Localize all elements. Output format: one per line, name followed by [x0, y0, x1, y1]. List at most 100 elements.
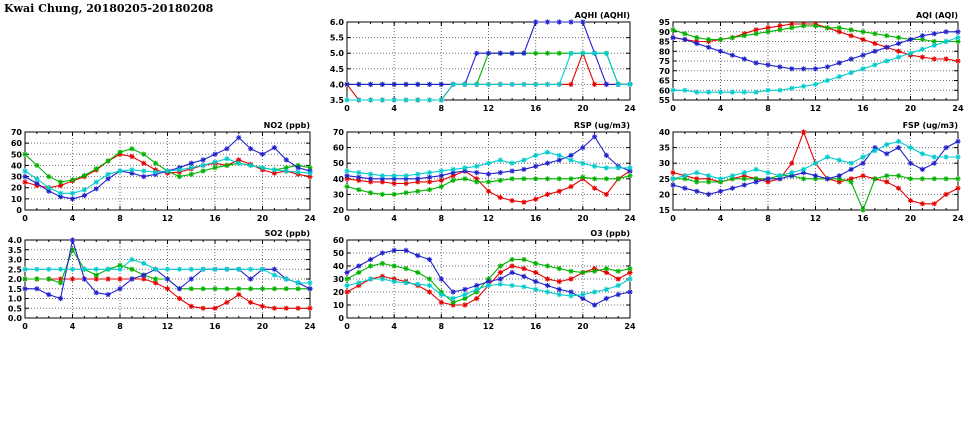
so2-xtick-label: 8 — [117, 322, 123, 331]
fsp-xtick-label: 24 — [952, 214, 964, 223]
plot-so2: 0 4 8 12 16 20 24 0.00.51.01.52.02.53.03.54.0 SO… — [8, 229, 316, 331]
aqi-xtick-label: 24 — [952, 104, 964, 113]
no2-xtick-label: 16 — [209, 214, 221, 223]
so2-ytick-label: 2.5 — [8, 265, 23, 274]
chart-so2: 0 4 8 12 16 20 24 0.0 0.5 1.0 1.5 2.0 2.5 3.0 3.5 4.0 SO… — [1, 227, 322, 333]
aqi-series-cyan-markers — [670, 35, 961, 95]
no2-xtick-label: 0 — [22, 214, 28, 223]
aqi-series-blue-markers — [670, 29, 961, 72]
rsp-xtick-label: 8 — [439, 214, 445, 223]
aqhi-series-blue-markers — [344, 19, 633, 87]
plot-rsp: 0 4 8 12 16 20 24 20 30 40 50 60 70 RSP (ug/m3) — [333, 121, 636, 223]
rsp-xtick-label: 4 — [391, 214, 397, 223]
fsp-xtick-label: 20 — [905, 214, 917, 223]
so2-chart-title: SO2 (ppb) — [265, 229, 310, 238]
aqhi-ytick-label: 4.0 — [330, 80, 345, 89]
rsp-ytick-label: 70 — [333, 128, 345, 137]
o3-xtick-label: 8 — [439, 322, 445, 331]
fsp-ytick-label: 15 — [659, 206, 671, 215]
aqi-xtick-label: 12 — [810, 104, 821, 113]
so2-xtick-label: 0 — [22, 322, 28, 331]
so2-series-cyan-markers — [22, 256, 313, 286]
rsp-series-blue-markers — [344, 134, 633, 182]
no2-xtick-label: 20 — [257, 214, 269, 223]
aqhi-xtick-label: 12 — [483, 104, 494, 113]
rsp-chart-title: RSP (ug/m3) — [574, 121, 630, 130]
fsp-ytick-label: 25 — [659, 175, 671, 184]
o3-xtick-label: 24 — [624, 322, 636, 331]
fsp-ytick-label: 35 — [659, 144, 671, 153]
aqi-ytick-label: 90 — [659, 28, 671, 37]
plot-aqhi: 0 4 8 12 16 20 24 3.5 4.0 4.5 5.0 5.5 6.0 AQHI (AQHI) — [330, 11, 636, 113]
o3-xtick-label: 16 — [530, 322, 542, 331]
no2-xtick-label: 12 — [162, 214, 173, 223]
aqi-xtick-label: 0 — [670, 104, 676, 113]
so2-xtick-label: 4 — [70, 322, 76, 331]
rsp-xtick-label: 24 — [624, 214, 636, 223]
aqhi-xtick-label: 16 — [530, 104, 542, 113]
o3-ytick-label: 20 — [333, 288, 345, 297]
so2-xtick-label: 16 — [209, 322, 221, 331]
o3-ytick-label: 40 — [333, 262, 345, 271]
aqi-chart-title: AQI (AQI) — [916, 11, 958, 20]
so2-ytick-label: 0.0 — [8, 314, 23, 323]
aqhi-xtick-label: 8 — [439, 104, 445, 113]
o3-ytick-label: 50 — [333, 249, 345, 258]
o3-ytick-label: 60 — [333, 236, 345, 245]
plot-no2: 0 4 8 12 16 20 24 0 10 20 30 40 50 60 70 NO2 (ppb) — [11, 121, 316, 223]
aqi-ytick-label: 60 — [659, 86, 671, 95]
no2-ytick-label: 50 — [11, 150, 23, 159]
no2-ytick-label: 10 — [11, 195, 23, 204]
aqi-ytick-label: 55 — [659, 96, 671, 105]
rsp-ytick-label: 40 — [333, 175, 345, 184]
aqhi-xtick-label: 24 — [624, 104, 636, 113]
chart-no2: 0 4 8 12 16 20 24 0 10 20 30 40 50 60 70 NO2 (ppb) — [1, 119, 322, 225]
so2-ytick-label: 0.5 — [8, 304, 23, 313]
aqi-ytick-label: 75 — [659, 57, 671, 66]
no2-ytick-label: 20 — [11, 184, 23, 193]
o3-ytick-label: 10 — [333, 301, 345, 310]
fsp-xtick-label: 16 — [857, 214, 869, 223]
no2-ytick-label: 40 — [11, 161, 23, 170]
aqi-ytick-label: 70 — [659, 67, 671, 76]
fsp-ytick-label: 30 — [659, 159, 671, 168]
so2-ytick-label: 1.0 — [8, 295, 23, 304]
so2-ytick-label: 4.0 — [8, 236, 23, 245]
fsp-ytick-label: 20 — [659, 190, 671, 199]
aqi-xtick-label: 16 — [857, 104, 869, 113]
aqi-xtick-label: 20 — [905, 104, 917, 113]
chart-aqhi: 0 4 8 12 16 20 24 3.5 4.0 4.5 5.0 5.5 6.0 AQHI (AQHI) — [323, 9, 642, 115]
fsp-series-blue-markers — [670, 138, 961, 197]
rsp-xtick-label: 20 — [577, 214, 589, 223]
aqi-series-green-markers — [670, 23, 961, 45]
rsp-xtick-label: 16 — [530, 214, 542, 223]
aqhi-ytick-label: 6.0 — [330, 18, 345, 27]
rsp-ytick-label: 30 — [333, 190, 345, 199]
aqi-ytick-label: 85 — [659, 38, 671, 47]
rsp-xtick-label: 12 — [483, 214, 494, 223]
chart-o3: 0 4 8 12 16 20 24 0 10 20 30 40 50 60 O3 (ppb) — [323, 227, 642, 333]
so2-ytick-label: 1.5 — [8, 285, 23, 294]
rsp-series-cyan-markers — [344, 149, 633, 179]
fsp-ytick-label: 40 — [659, 128, 671, 137]
aqi-ytick-label: 80 — [659, 47, 671, 56]
aqhi-xtick-label: 4 — [391, 104, 397, 113]
fsp-series-cyan-markers — [670, 138, 961, 182]
fsp-series-red-markers — [670, 129, 961, 207]
rsp-ytick-label: 20 — [333, 206, 345, 215]
plot-o3: 0 4 8 12 16 20 24 0 10 20 30 40 50 60 O3 (ppb) — [333, 229, 636, 331]
aqhi-ytick-label: 5.0 — [330, 49, 345, 58]
aqhi-ytick-label: 3.5 — [330, 96, 345, 105]
no2-ytick-label: 30 — [11, 173, 23, 182]
fsp-xtick-label: 0 — [670, 214, 676, 223]
plot-fsp: 0 4 8 12 16 20 24 15 20 25 30 35 40 FSP (ug/m3) — [659, 121, 964, 223]
so2-ytick-label: 3.0 — [8, 256, 23, 265]
no2-ytick-label: 60 — [11, 139, 23, 148]
o3-ytick-label: 0 — [338, 314, 344, 323]
no2-xtick-label: 4 — [70, 214, 76, 223]
fsp-chart-title: FSP (ug/m3) — [903, 121, 958, 130]
fsp-xtick-label: 12 — [810, 214, 821, 223]
o3-series-cyan-markers — [344, 276, 633, 302]
no2-xtick-label: 8 — [117, 214, 123, 223]
